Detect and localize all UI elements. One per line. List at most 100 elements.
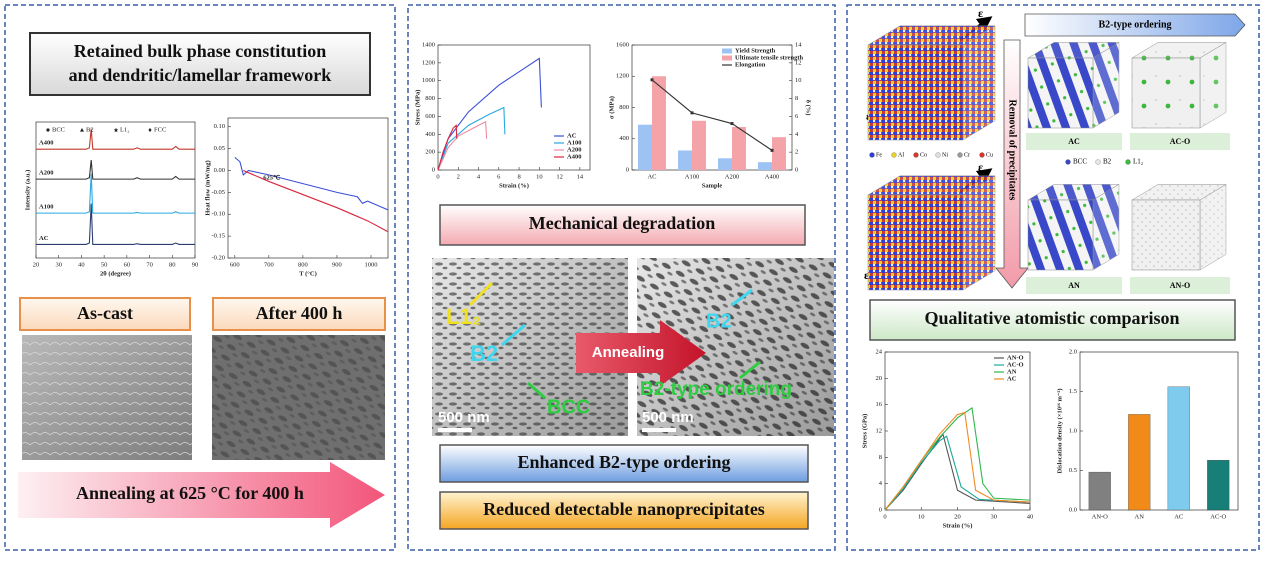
arrow-label: Annealing at 625 °C for 400 h [76, 483, 304, 503]
epsilon: ε [978, 6, 983, 20]
box-side [962, 175, 996, 291]
x-axis-label: T (°C) [299, 270, 316, 277]
legend-symbol [46, 128, 50, 132]
x-tick-label: AC-O [1210, 513, 1226, 520]
plot-frame [35, 121, 196, 259]
label: Reduced detectable nanoprecipitates [483, 499, 765, 519]
x-tick-label: 2 [457, 173, 460, 180]
y-tick-label: -0.15 [211, 233, 225, 240]
legend-label: L1₂ [1133, 158, 1144, 166]
phase-label: B2-type ordering [640, 379, 792, 400]
sem-texture [22, 335, 192, 460]
data-line [36, 203, 195, 245]
bar [772, 137, 786, 170]
vertical-label: Removal of precipitates [1007, 100, 1018, 201]
legend-label: Ni [942, 152, 948, 158]
box-label: AN [1068, 281, 1080, 290]
data-line [651, 79, 773, 151]
label-box [1130, 133, 1230, 150]
y-tick-label: 1000 [422, 77, 435, 84]
legend-dot [869, 152, 875, 158]
y-tick-label: 1400 [422, 41, 435, 48]
x-tick-label: A400 [765, 173, 779, 180]
legend-symbol [80, 128, 84, 132]
box-front [867, 194, 964, 291]
legend-label: AC [1007, 375, 1017, 382]
legend-dot [891, 152, 897, 158]
y-axis-label: Stress (MPa) [414, 90, 421, 126]
legend-label: B2 [1103, 158, 1112, 166]
legend-label: Fe [876, 152, 882, 158]
x-tick-label: 40 [78, 261, 85, 268]
series-label: A100 [39, 204, 53, 211]
legend-label: A100 [567, 139, 581, 146]
series-label: A200 [39, 170, 53, 177]
x-tick-label: 1000 [364, 261, 377, 268]
plot-frame [227, 117, 389, 259]
x-tick-label: 900 [332, 261, 342, 268]
box-front [1131, 199, 1201, 271]
y-tick-label: 4 [879, 480, 883, 487]
x-tick-label: 0 [883, 513, 886, 520]
y2-tick-label: 4 [795, 131, 799, 138]
title-line: Retained bulk phase constitution [74, 41, 327, 61]
x-tick-label: 30 [991, 513, 998, 520]
label: Mechanical degradation [529, 213, 716, 233]
header-label: B2-type ordering [1098, 19, 1171, 30]
y2-axis-label: δ (%) [805, 100, 812, 116]
panel-border [846, 4, 1260, 551]
y-axis-label: Stress (GPa) [861, 414, 868, 449]
legend-label: Ultimate tensile strength [735, 54, 804, 61]
y-tick-label: 1200 [422, 59, 435, 66]
data-line [234, 156, 389, 211]
legend-dot [957, 152, 963, 158]
y-tick-label: 12 [876, 427, 883, 434]
bar [1128, 414, 1151, 511]
x-tick-label: 10 [536, 173, 543, 180]
x-tick-label: 14 [577, 173, 584, 180]
y-axis-label: Intensity (a.u.) [24, 170, 31, 211]
chart: AC A100 A200 A400 0 400 800 1200 1600 0 2 4 6 8 10 12 14… [608, 41, 811, 189]
bar [652, 76, 666, 170]
scale-bar [642, 428, 676, 432]
plot-frame [884, 351, 1031, 511]
legend-symbol [113, 127, 119, 133]
y-tick-label: 0 [432, 166, 435, 173]
label-box [439, 204, 806, 246]
annealing-arrow [576, 320, 706, 386]
bar [678, 150, 692, 170]
y-tick-label: 800 [425, 95, 435, 102]
legend-label: Yield Strength [735, 47, 776, 54]
x-tick-label: 20 [33, 261, 40, 268]
y-tick-label: 16 [876, 401, 883, 408]
line-marker [690, 111, 694, 115]
y2-tick-label: 12 [795, 59, 802, 66]
x-tick-label: 700 [264, 261, 274, 268]
box-side [962, 25, 996, 141]
phase-label: BCC [547, 396, 590, 418]
y2-tick-label: 14 [795, 41, 802, 48]
box-front [1131, 57, 1201, 129]
x-tick-label: 4 [477, 173, 481, 180]
x-tick-label: 8 [517, 173, 520, 180]
y-tick-label: 20 [876, 375, 883, 382]
x-tick-label: A200 [725, 173, 739, 180]
legend-label: Co [920, 152, 927, 158]
label-box [439, 444, 809, 483]
x-tick-label: 600 [230, 261, 240, 268]
pointer [501, 323, 526, 347]
bar [1088, 471, 1111, 511]
legend-label: FCC [154, 126, 166, 133]
x-axis-label: 2θ (degree) [100, 270, 131, 277]
x-tick-label: 800 [298, 261, 308, 268]
annotation: 625℃ [263, 174, 281, 182]
data-line [437, 120, 488, 171]
legend-label: AN [1007, 368, 1017, 375]
x-tick-label: 0 [436, 173, 439, 180]
x-tick-label: 10 [918, 513, 925, 520]
line-marker [770, 148, 774, 152]
y-tick-label: 0 [879, 506, 882, 513]
y-tick-label: 0.0 [1069, 506, 1077, 513]
legend-label: Elongation [735, 61, 766, 68]
bar [1167, 386, 1190, 511]
